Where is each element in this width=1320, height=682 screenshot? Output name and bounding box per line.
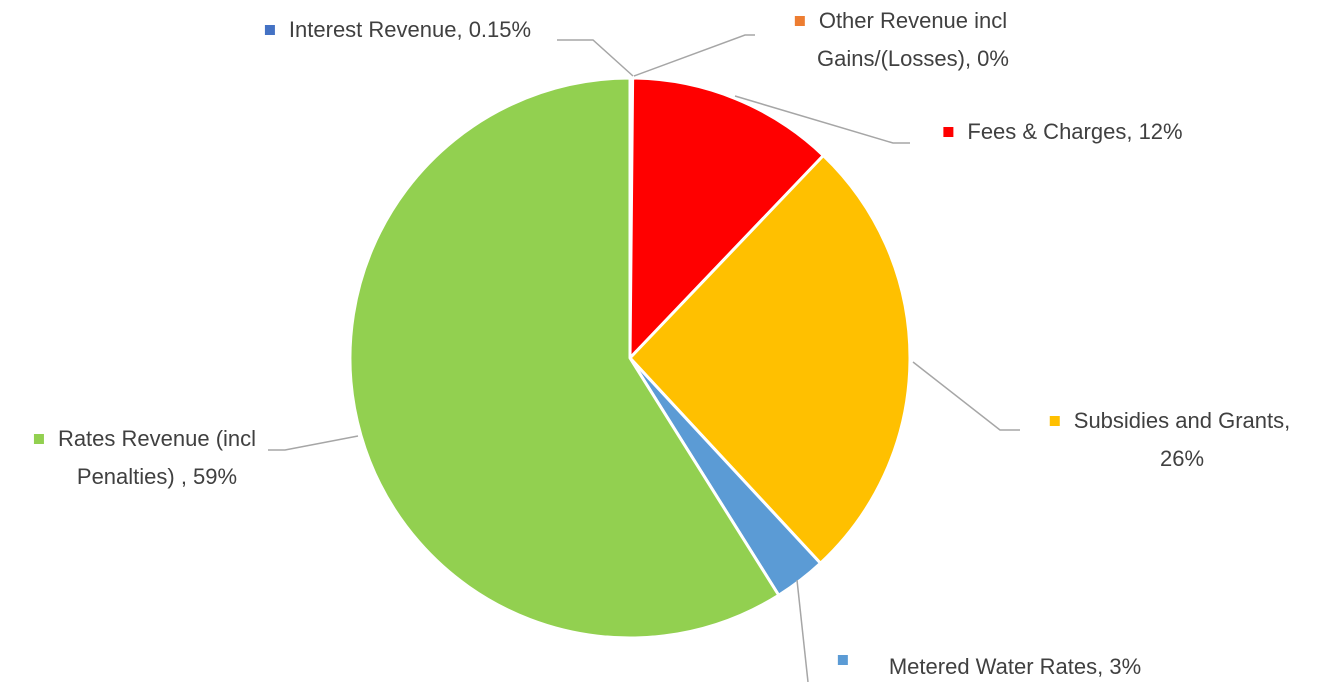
data-label: Subsidies and Grants, 26%: [1049, 408, 1290, 471]
data-label-text: Other Revenue incl: [819, 8, 1007, 33]
label-marker: [837, 655, 848, 665]
leader-line: [796, 579, 809, 682]
leader-line: [268, 435, 359, 451]
pie-slice: [628, 153, 912, 565]
leader-line: [912, 361, 1020, 431]
data-label-text: Fees & Charges, 12%: [967, 119, 1182, 144]
data-label-text: Gains/(Losses), 0%: [817, 46, 1009, 71]
data-label: Metered Water Rates, 3%: [837, 654, 1141, 679]
label-marker: [33, 434, 44, 444]
data-label-text: Interest Revenue, 0.15%: [289, 17, 531, 42]
leader-line: [633, 34, 755, 77]
label-marker: [1049, 416, 1060, 426]
data-label: Interest Revenue, 0.15%: [264, 17, 531, 42]
pie-slice: [628, 76, 825, 360]
leader-line: [734, 95, 910, 144]
data-label: Fees & Charges, 12%: [943, 119, 1183, 144]
data-label-text: Metered Water Rates, 3%: [889, 654, 1141, 679]
data-label-text: 26%: [1160, 446, 1204, 471]
data-label: Rates Revenue (incl Penalties) , 59%: [33, 426, 256, 489]
data-label-text: Penalties) , 59%: [77, 464, 237, 489]
pie-slice: [348, 76, 781, 640]
label-marker: [264, 25, 275, 35]
data-label-text: Subsidies and Grants,: [1074, 408, 1290, 433]
leader-line: [557, 39, 634, 77]
label-marker: [943, 127, 954, 137]
data-label: Other Revenue incl Gains/(Losses), 0%: [794, 8, 1009, 71]
label-marker: [794, 16, 805, 26]
data-label-text: Rates Revenue (incl: [58, 426, 256, 451]
